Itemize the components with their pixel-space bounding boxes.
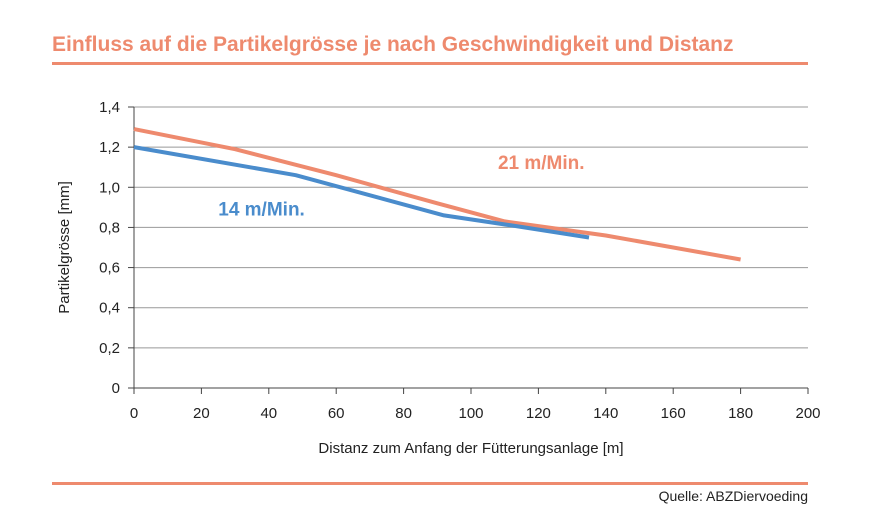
x-tick-label: 80 (395, 405, 412, 422)
x-tick-label: 100 (458, 405, 483, 422)
series-lines (133, 127, 741, 262)
title-rule (52, 62, 808, 65)
y-tick-label: 1,2 (99, 139, 120, 156)
line-chart: 0 0,2 0,4 0,6 0,8 1,0 1,2 1,4 0 20 40 60 80 100 120 140… (56, 99, 821, 457)
y-tick-label: 1,4 (99, 99, 120, 116)
x-tick-label: 60 (328, 405, 345, 422)
y-axis-title: Partikelgrösse [mm] (56, 181, 73, 314)
source-note: Quelle: ABZDiervoeding (658, 488, 808, 504)
axes (128, 106, 809, 394)
x-axis-title: Distanz zum Anfang der Fütterungsanlage … (318, 440, 623, 457)
y-tick-label: 0,6 (99, 260, 120, 277)
grid-lines (134, 106, 808, 349)
y-tick-label: 0 (112, 380, 120, 397)
series-line-21 (133, 127, 741, 262)
y-tick-label: 0,8 (99, 219, 120, 236)
chart-title: Einfluss auf die Partikelgrösse je nach … (52, 33, 734, 56)
x-tick-label: 40 (260, 405, 277, 422)
y-tick-label: 1,0 (99, 179, 120, 196)
x-tick-label: 140 (593, 405, 618, 422)
labels: 0 0,2 0,4 0,6 0,8 1,0 1,2 1,4 0 20 40 60 80 100 120 140… (56, 99, 821, 457)
x-tick-label: 180 (728, 405, 753, 422)
y-tick-label: 0,4 (99, 300, 120, 317)
x-tick-label: 160 (661, 405, 686, 422)
series-line-14 (133, 145, 590, 240)
series-label-21: 21 m/Min. (498, 153, 585, 174)
x-tick-label: 0 (130, 405, 138, 422)
x-tick-label: 200 (795, 405, 820, 422)
footer-rule (52, 482, 808, 485)
x-tick-label: 20 (193, 405, 210, 422)
series-label-14: 14 m/Min. (218, 199, 305, 220)
y-tick-label: 0,2 (99, 340, 120, 357)
x-tick-label: 120 (526, 405, 551, 422)
